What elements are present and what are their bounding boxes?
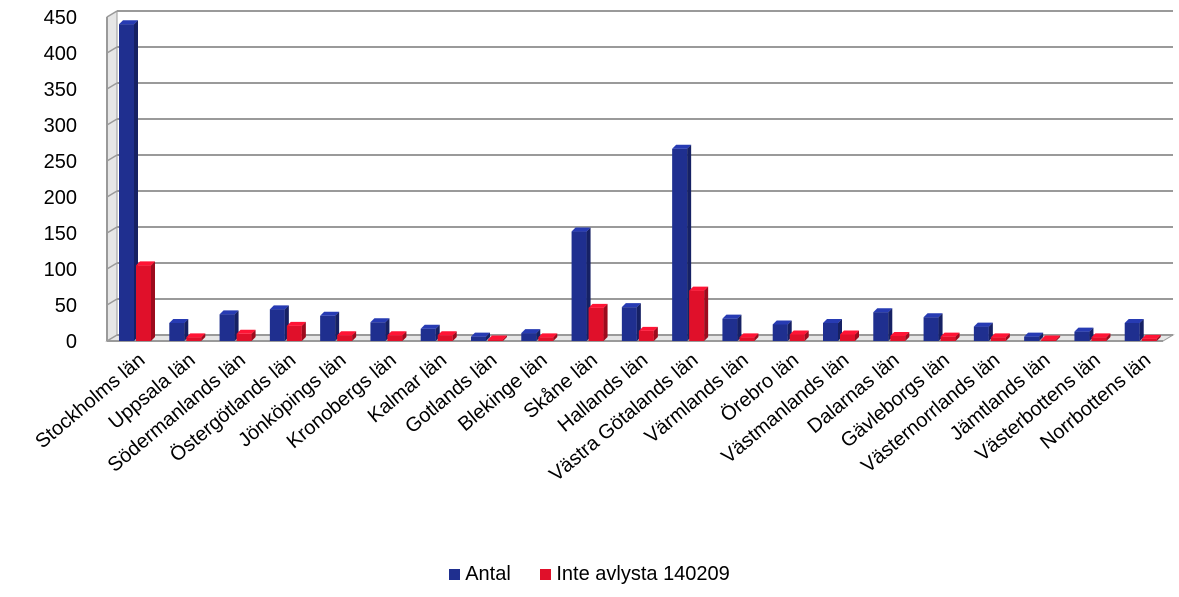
bar-inte-avlysta: [638, 326, 658, 341]
legend-swatch-antal: [449, 569, 461, 580]
y-tick-label: 250: [44, 151, 77, 173]
bar-inte-avlysta: [1041, 335, 1061, 341]
bar-inte-avlysta: [890, 331, 910, 341]
bar-antal: [320, 311, 340, 341]
bar-inte-avlysta: [136, 261, 155, 341]
bar-inte-avlysta: [689, 286, 709, 341]
bar-inte-avlysta: [387, 331, 407, 341]
bar-antal: [169, 319, 189, 341]
bar-inte-avlysta: [1091, 333, 1111, 341]
bar-antal: [521, 329, 541, 341]
bar-antal: [722, 314, 742, 341]
bar-inte-avlysta: [437, 331, 457, 341]
bar-antal: [772, 320, 792, 341]
grid-line-diag: [106, 154, 118, 162]
bar-antal: [471, 332, 490, 341]
legend-label-antal: Antal: [465, 563, 511, 585]
bars: [119, 20, 1161, 341]
bar-inte-avlysta: [940, 332, 960, 341]
bar-inte-avlysta: [538, 333, 558, 341]
y-tick-label: 300: [44, 115, 77, 137]
legend: Antal Inte avlysta 140209: [0, 563, 1179, 586]
bar-antal: [973, 322, 993, 341]
bar-antal: [672, 144, 692, 341]
grid-line-diag: [106, 298, 118, 306]
bar-inte-avlysta: [840, 330, 859, 341]
bar-inte-avlysta: [286, 321, 306, 341]
bar-inte-avlysta: [337, 331, 357, 341]
grid-line-diag: [106, 262, 118, 270]
grid-line-diag: [106, 10, 118, 18]
gridlines: [105, 10, 1175, 342]
bar-antal: [219, 310, 239, 341]
y-tick-label: 450: [44, 7, 77, 29]
bar-antal: [269, 305, 289, 341]
legend-item-inte-avlysta: Inte avlysta 140209: [540, 563, 730, 586]
y-tick-label: 100: [44, 259, 77, 281]
bar-inte-avlysta: [739, 333, 759, 341]
bar-antal: [1024, 332, 1044, 341]
bar-antal: [621, 303, 641, 341]
y-tick-label: 350: [44, 79, 77, 101]
bar-inte-avlysta: [588, 303, 608, 341]
grid-line-diag: [106, 226, 118, 234]
y-axis-ticks: 0 50 100 150 200 250 300 350 400 450: [44, 7, 77, 353]
grid-line-diag: [106, 118, 118, 126]
y-tick-label: 50: [55, 295, 77, 317]
y-tick-label: 150: [44, 223, 77, 245]
legend-swatch-inte-avlysta: [540, 569, 552, 580]
bar-antal: [370, 318, 390, 341]
grid-line-diag: [106, 46, 118, 54]
legend-label-inte-avlysta: Inte avlysta 140209: [556, 563, 730, 585]
bar-antal: [420, 324, 440, 341]
y-tick-label: 200: [44, 187, 77, 209]
bar-antal: [1074, 327, 1094, 341]
bar-antal: [1124, 319, 1144, 341]
side-wall: [106, 10, 118, 342]
legend-item-antal: Antal: [449, 563, 511, 586]
bar-inte-avlysta: [236, 329, 256, 341]
bar-antal: [119, 20, 138, 341]
bar-antal: [571, 227, 591, 341]
bar-antal: [823, 319, 842, 341]
y-tick-label: 400: [44, 43, 77, 65]
bar-antal: [923, 313, 943, 341]
bar-inte-avlysta: [1141, 334, 1161, 341]
bar-antal: [873, 308, 893, 341]
bar-inte-avlysta: [789, 330, 809, 341]
grid-line-diag: [106, 82, 118, 90]
grid-line-diag: [106, 190, 118, 198]
y-tick-label: 0: [66, 331, 77, 353]
bar-inte-avlysta: [990, 333, 1010, 341]
bar-inte-avlysta: [488, 335, 507, 341]
bar-inte-avlysta: [186, 333, 206, 341]
